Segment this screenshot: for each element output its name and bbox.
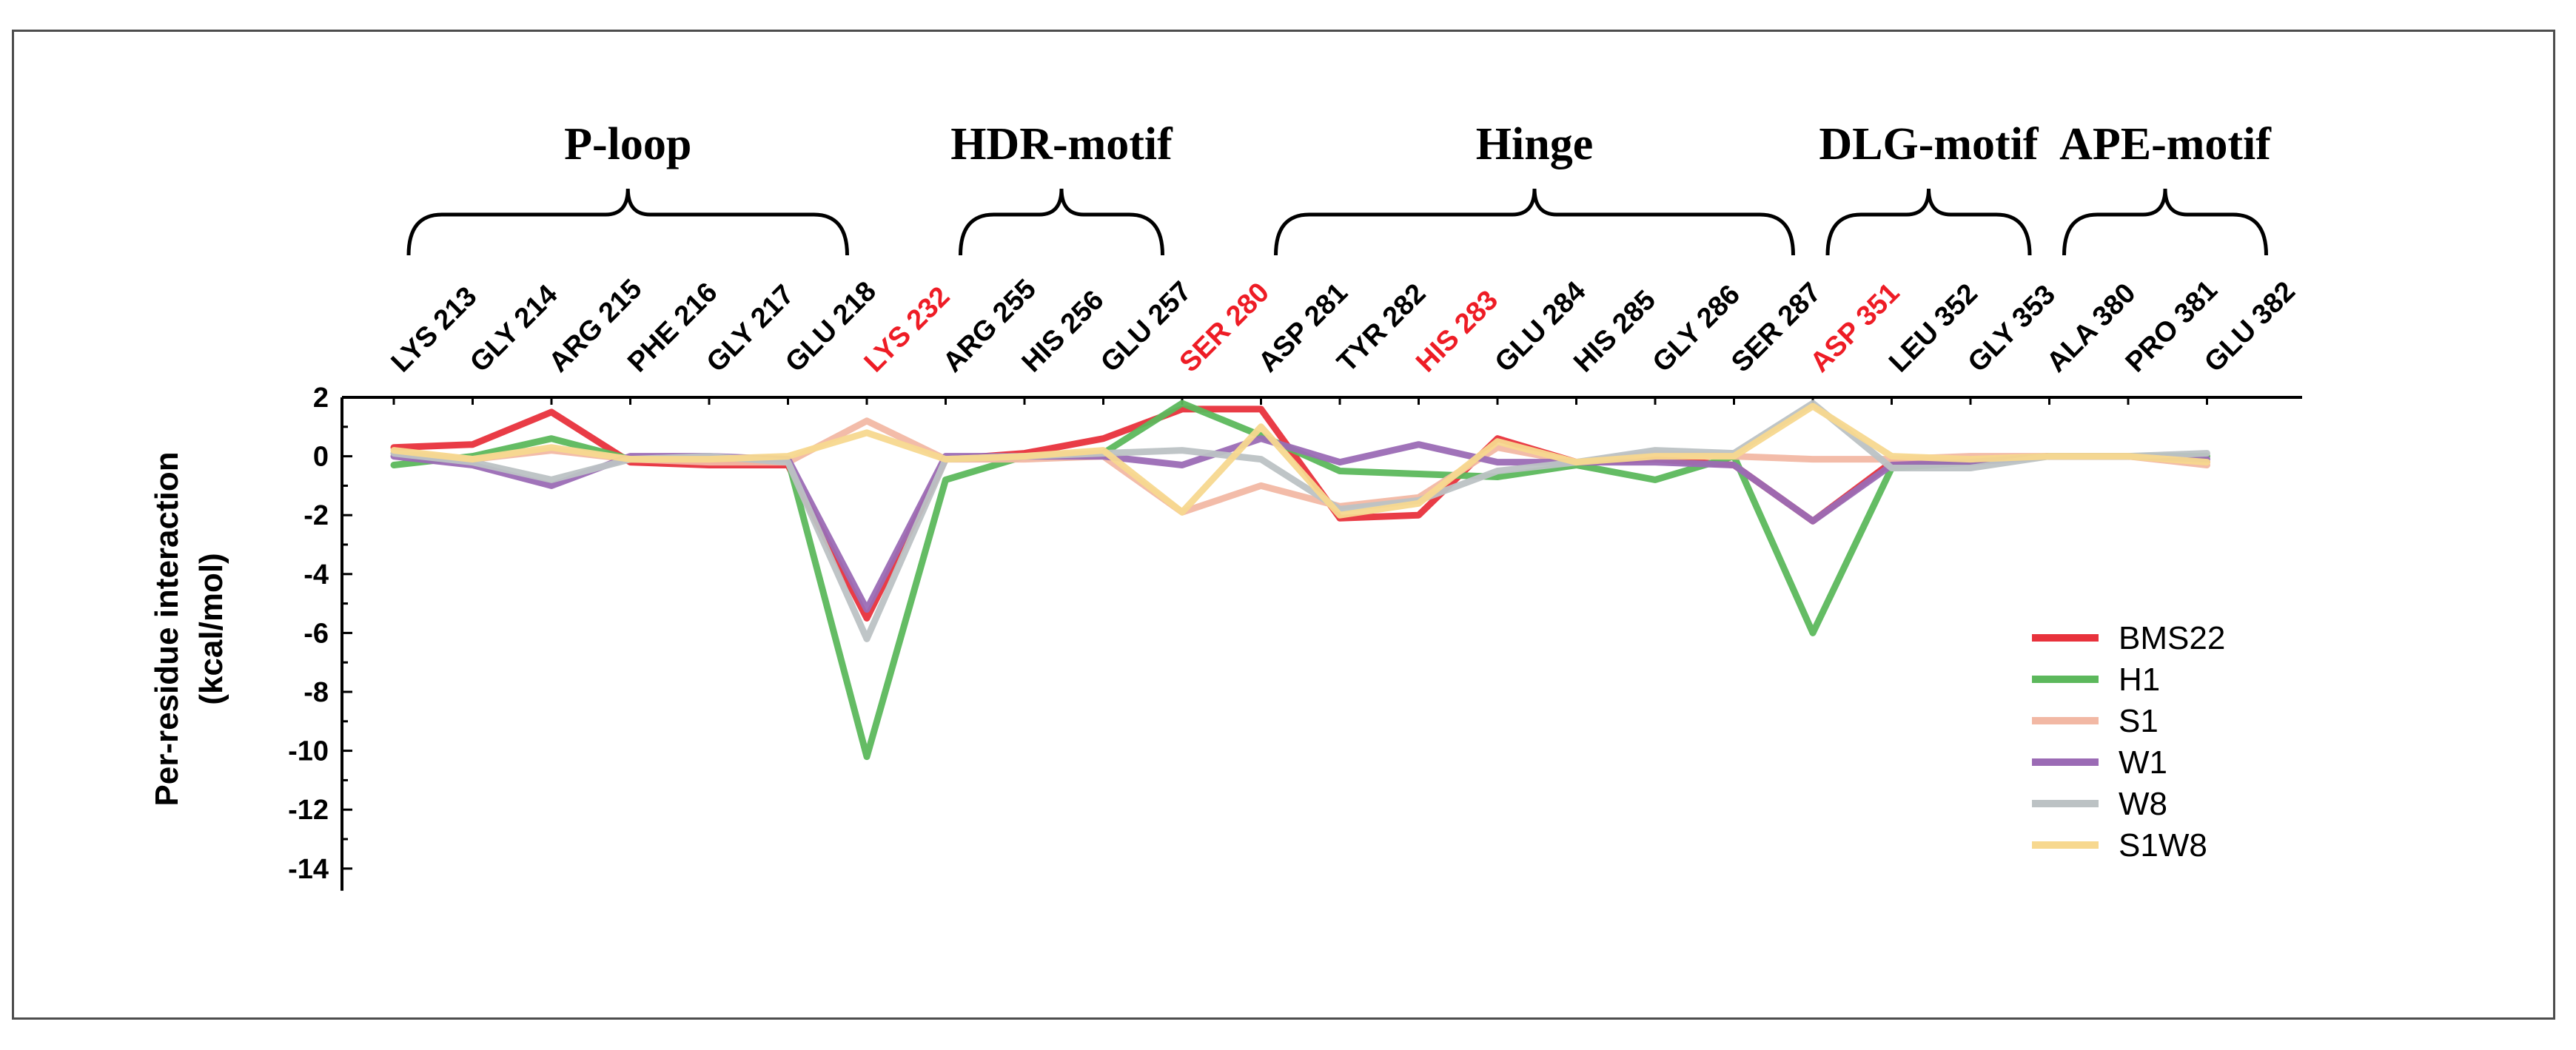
series-lines: [390, 400, 2210, 761]
group-title: P-loop: [564, 119, 691, 169]
group-title: APE-motif: [2059, 119, 2272, 169]
residue-label: GLY 214: [464, 279, 563, 378]
series-line-bms22: [390, 405, 2210, 622]
y-tick-label: -10: [288, 736, 329, 767]
group-title: HDR-motif: [950, 119, 1173, 169]
legend-label: S1W8: [2119, 827, 2207, 864]
residue-label: LYS 213: [386, 281, 483, 379]
y-tick-label: -6: [303, 618, 329, 649]
y-tick-label: -12: [288, 795, 329, 826]
y-tick-label: -8: [303, 677, 329, 708]
y-tick-label: -2: [303, 500, 329, 531]
group-brace: [2062, 188, 2268, 256]
group-brace: [1825, 188, 2032, 256]
group-brace: [959, 188, 1164, 256]
y-axis-label-line-2: (kcal/mol): [193, 553, 229, 704]
y-tick-label: -14: [288, 854, 329, 885]
group-title: DLG-motif: [1819, 119, 2039, 169]
legend-label: W1: [2119, 744, 2167, 781]
group-title: Hinge: [1476, 119, 1593, 169]
legend-label: BMS22: [2119, 620, 2225, 656]
motif-groups: P-loop HDR-motif Hinge DLG-motif APE-motif: [406, 119, 2272, 256]
y-tick-label: 2: [313, 383, 329, 414]
legend-label: H1: [2119, 662, 2160, 698]
y-axis-label-line-1: Per-residue interaction: [149, 451, 185, 806]
series-line-s1w8: [390, 403, 2210, 519]
residue-label: GLY 286: [1647, 279, 1746, 378]
legend: BMS22 H1 S1 W1 W8 S1W8: [2032, 620, 2225, 864]
y-tick-label: -4: [303, 559, 329, 590]
axes: 2 0 -2 -4 -6 -8 -10 -12 -14: [288, 383, 2302, 891]
group-brace: [1274, 188, 1795, 256]
y-tick-label: 0: [313, 442, 329, 473]
series-line-w8: [390, 400, 2210, 642]
legend-label: W8: [2119, 786, 2167, 822]
figure-frame: [12, 30, 2555, 1020]
legend-label: S1: [2119, 703, 2159, 739]
group-brace: [406, 188, 849, 256]
